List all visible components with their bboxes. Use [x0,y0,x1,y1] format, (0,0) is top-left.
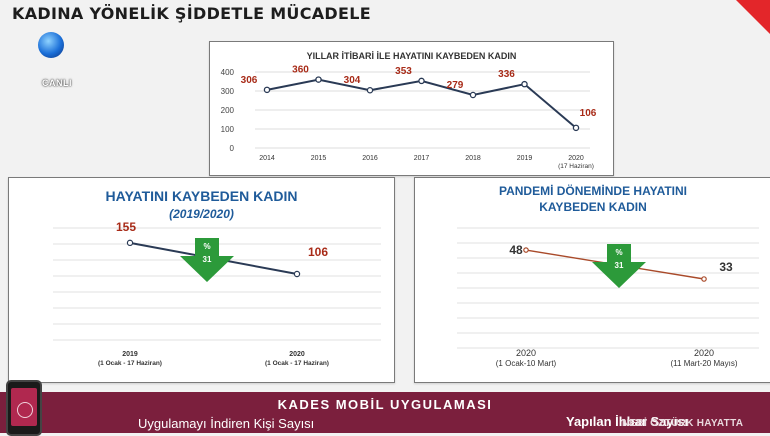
x-tick-note: (17 Haziran) [558,163,594,170]
data-label: 304 [344,75,361,86]
period-chart-title: HAYATINI KAYBEDEN KADIN [105,188,298,204]
bottom-info-bar: KADES MOBİL UYGULAMASI Uygulamayı İndire… [0,392,770,433]
x-tick-note: (1 Ocak-10 Mart) [496,359,557,368]
news-ticker: NEBİ ÖZTÜRK HAYATTA [622,418,744,429]
data-label: 306 [241,75,258,86]
x-tick-label: 2019 [122,351,138,358]
x-tick-label: 2018 [465,155,481,162]
data-point [263,86,271,94]
phone-app-icon [6,380,42,436]
data-label: 106 [580,108,597,119]
x-tick-label: 2016 [362,155,378,162]
data-point [366,86,374,94]
data-point [126,239,134,247]
y-tick-label: 400 [221,68,235,77]
decrease-arrow-icon [592,244,646,288]
data-label: 353 [395,66,412,77]
pandemic-chart-panel: PANDEMİ DÖNEMİNDE HAYATINI KAYBEDEN KADI… [414,177,770,383]
data-point [701,276,707,282]
percent-sign: % [615,248,622,257]
pandemic-chart-title-2: KAYBEDEN KADIN [539,200,647,214]
y-tick-label: 100 [221,125,235,134]
x-tick-label: 2020 [516,348,536,358]
data-point [572,124,580,132]
x-tick-note: (1 Ocak - 17 Haziran) [98,360,162,367]
data-point [521,80,528,88]
phone-screen [11,388,37,426]
x-tick-label: 2020 [289,351,305,358]
y-tick-label: 200 [221,106,235,115]
y-tick-label: 300 [221,87,235,96]
y-tick-label: 0 [230,144,235,153]
data-label: 48 [509,243,523,257]
x-tick-label: 2014 [259,155,275,162]
x-tick-note: (1 Ocak - 17 Haziran) [265,360,329,367]
percent-value: 31 [203,255,212,264]
period-chart-subtitle: (2019/2020) [169,207,234,221]
yearly-chart-plot: 0 100 200 300 400 306 2014 360 2015 304 2016 353 201… [221,65,597,170]
data-label: 279 [447,80,464,91]
percent-value: 31 [615,261,624,270]
series-line [266,78,577,129]
data-label: 360 [292,65,309,76]
reports-label: Yapılan İhbar Sayısı [566,414,689,429]
period-chart-plot: 155 106% 31 2019 (1 Ocak - 17 Haziran) 2020 (1… [53,220,381,367]
data-point [293,270,301,278]
data-point [315,76,322,83]
yearly-chart-panel: YILLAR İTİBARİ İLE HAYATINI KAYBEDEN KAD… [209,41,614,176]
decrease-arrow-icon [180,238,234,282]
data-label: 155 [116,220,136,234]
x-tick-label: 2017 [414,155,430,162]
period-chart-panel: HAYATINI KAYBEDEN KADIN (2019/2020) 155 1… [8,177,395,383]
app-seal-icon [17,402,33,418]
data-point [418,77,425,85]
x-tick-label: 2015 [311,155,327,162]
data-label: 106 [308,245,328,259]
x-tick-label: 2020 [694,348,714,358]
percent-sign: % [203,242,210,251]
x-tick-label: 2020 [568,155,584,162]
data-label: 33 [719,260,733,274]
slide-title: KADINA YÖNELİK ŞİDDETLE MÜCADELE [12,4,371,23]
data-label: 336 [498,69,515,80]
channel-logo-icon [38,32,64,58]
kades-banner: KADES MOBİL UYGULAMASI [277,397,493,412]
data-point [523,247,529,253]
x-tick-note: (11 Mart-20 Mayıs) [671,359,738,368]
yearly-chart-title: YILLAR İTİBARİ İLE HAYATINI KAYBEDEN KAD… [306,51,517,61]
corner-accent [736,0,770,34]
live-label: CANLI [42,78,72,88]
downloads-label: Uygulamayı İndiren Kişi Sayısı [138,416,315,431]
pandemic-chart-title-1: PANDEMİ DÖNEMİNDE HAYATINI [498,184,688,198]
x-tick-label: 2019 [517,155,533,162]
data-point [469,91,477,99]
